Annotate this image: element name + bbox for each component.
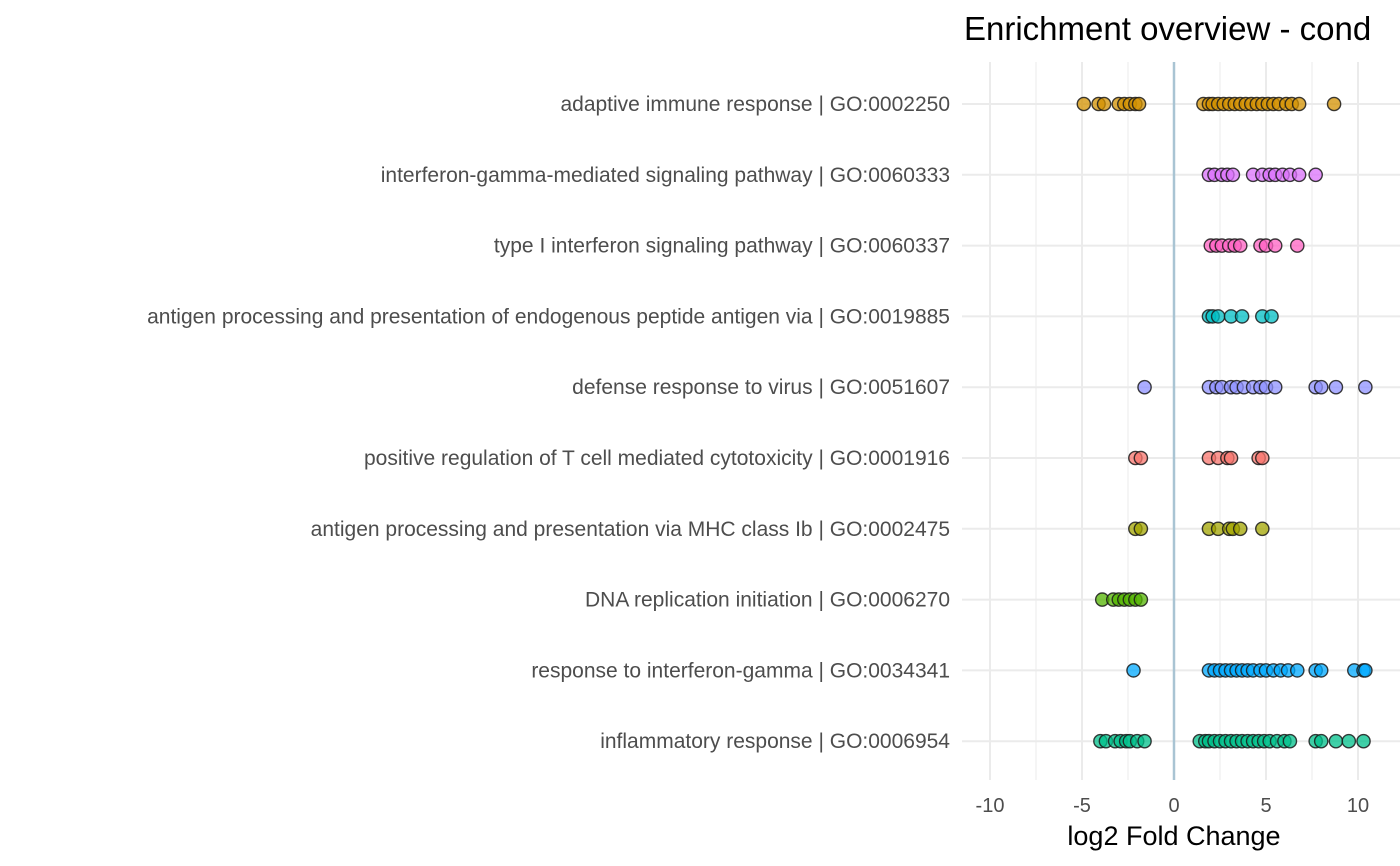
series-points	[1137, 379, 1373, 395]
series-points	[1094, 592, 1149, 607]
data-point	[1234, 309, 1250, 324]
major-gridlines	[962, 62, 1400, 780]
category-labels: adaptive immune response | GO:0002250 int…	[147, 93, 950, 753]
category-label: inflammatory response | GO:0006954	[600, 730, 950, 753]
category-label: adaptive immune response | GO:0002250	[560, 93, 950, 116]
series-points	[1128, 450, 1270, 466]
data-point	[1289, 663, 1305, 678]
category-label: positive regulation of T cell mediated c…	[364, 447, 950, 470]
data-point	[1313, 379, 1329, 395]
data-point	[1313, 663, 1329, 678]
data-point	[1126, 663, 1141, 678]
data-point	[1137, 379, 1152, 395]
category-label: DNA replication initiation | GO:0006270	[585, 589, 950, 612]
category-label: defense response to virus | GO:0051607	[572, 376, 950, 399]
x-tick-label: 10	[1347, 795, 1369, 817]
data-point	[1255, 521, 1270, 537]
data-point	[1289, 238, 1305, 253]
data-point	[1096, 96, 1112, 112]
data-point	[1133, 521, 1149, 537]
x-axis-tick-labels: -10 -5 0 5 10	[976, 795, 1370, 817]
data-point	[1267, 238, 1283, 253]
data-point	[1282, 733, 1298, 749]
category-label: type I interferon signaling pathway | GO…	[494, 235, 950, 258]
series-points	[1201, 167, 1323, 183]
series-points	[1203, 238, 1305, 253]
data-point	[1225, 167, 1241, 183]
data-point	[1076, 96, 1092, 112]
data-point	[1326, 96, 1342, 112]
data-point	[1210, 309, 1226, 324]
data-point	[1328, 379, 1344, 395]
series-points	[1201, 309, 1279, 324]
x-tick-label: 5	[1260, 795, 1271, 817]
data-point	[1223, 450, 1239, 466]
series-points	[1128, 521, 1270, 537]
data-point	[1232, 238, 1248, 253]
x-tick-label: -10	[976, 795, 1005, 817]
category-label: antigen processing and presentation via …	[311, 518, 950, 541]
data-point	[1133, 592, 1149, 607]
data-point	[1328, 733, 1344, 749]
data-point	[1232, 521, 1248, 537]
data-point	[1291, 96, 1307, 112]
data-point	[1341, 733, 1357, 749]
series-points	[1093, 733, 1371, 749]
data-point	[1133, 450, 1149, 466]
x-axis-title: log2 Fold Change	[1067, 821, 1280, 851]
data-point	[1308, 167, 1323, 183]
data-point	[1267, 379, 1283, 395]
series-points	[1076, 96, 1342, 112]
data-points	[1076, 96, 1373, 749]
data-point	[1264, 309, 1279, 324]
data-point	[1137, 733, 1152, 749]
category-label: interferon-gamma-mediated signaling path…	[381, 164, 950, 187]
x-tick-label: 0	[1168, 795, 1179, 817]
data-point	[1255, 450, 1270, 466]
chart-title: Enrichment overview - cond	[964, 10, 1371, 47]
data-point	[1291, 167, 1307, 183]
data-point	[1131, 96, 1147, 112]
data-point	[1358, 663, 1373, 678]
data-point	[1356, 733, 1371, 749]
x-tick-label: -5	[1073, 795, 1091, 817]
data-point	[1313, 733, 1329, 749]
series-points	[1126, 663, 1373, 678]
category-label: antigen processing and presentation of e…	[147, 305, 950, 328]
category-label: response to interferon-gamma | GO:003434…	[531, 659, 950, 682]
data-point	[1358, 379, 1373, 395]
